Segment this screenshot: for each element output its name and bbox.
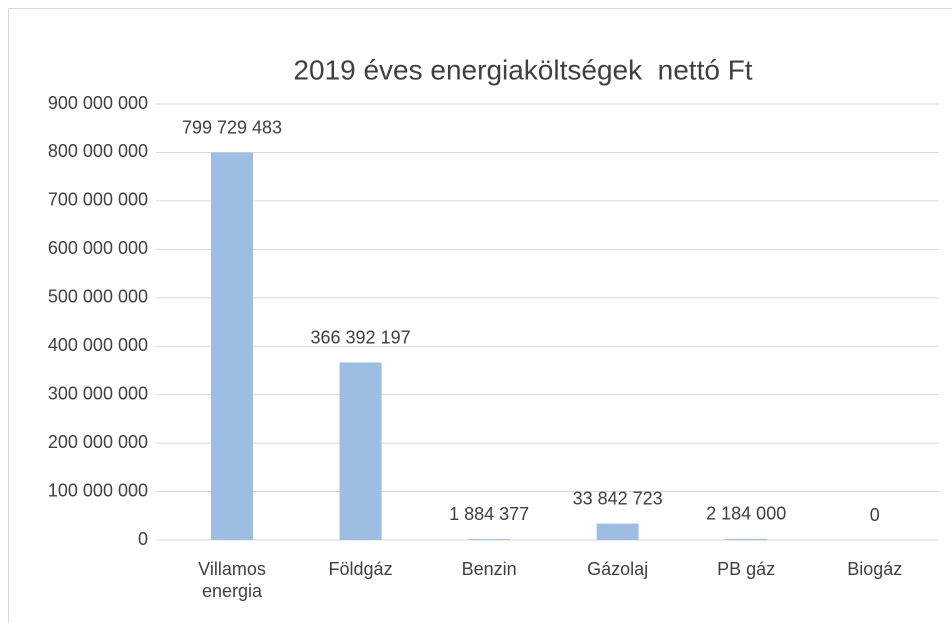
x-tick-label: Benzin [461,559,517,579]
y-tick-label: 100 000 000 [48,480,148,500]
y-tick-label: 0 [138,529,148,549]
y-tick-label: 500 000 000 [48,287,148,307]
value-label: 2 184 000 [706,504,786,524]
x-tick-label: Földgáz [328,559,393,579]
bar [725,538,768,540]
chart-border [8,8,952,623]
y-tick-label: 600 000 000 [48,238,148,258]
value-label: 33 842 723 [573,488,663,508]
bar [596,523,639,540]
x-tick-label: Villamos energia [198,559,266,601]
y-tick-label: 400 000 000 [48,335,148,355]
bar [211,152,254,540]
y-tick-label: 900 000 000 [48,93,148,113]
x-tick-label: PB gáz [717,559,776,579]
value-label: 1 884 377 [449,504,529,524]
chart-title: 2019 éves energiaköltségek nettó Ft [293,54,752,85]
bar [339,362,382,540]
x-tick-label-box: Földgáz [328,559,393,579]
x-tick-label-box: Biogáz [847,559,903,579]
x-tick-label-box: Benzin [461,559,517,579]
y-tick-label: 700 000 000 [48,190,148,210]
bar [468,539,511,540]
value-label: 0 [870,505,880,525]
x-tick-label: Gázolaj [587,559,649,579]
y-tick-label: 800 000 000 [48,141,148,161]
value-label: 366 392 197 [311,327,411,347]
y-tick-label: 200 000 000 [48,432,148,452]
x-tick-label: Biogáz [847,559,903,579]
x-tick-label-box: Villamos energia [198,559,266,601]
value-label: 799 729 483 [182,117,282,137]
x-tick-label-box: PB gáz [717,559,776,579]
y-tick-label: 300 000 000 [48,383,148,403]
x-tick-label-box: Gázolaj [587,559,649,579]
